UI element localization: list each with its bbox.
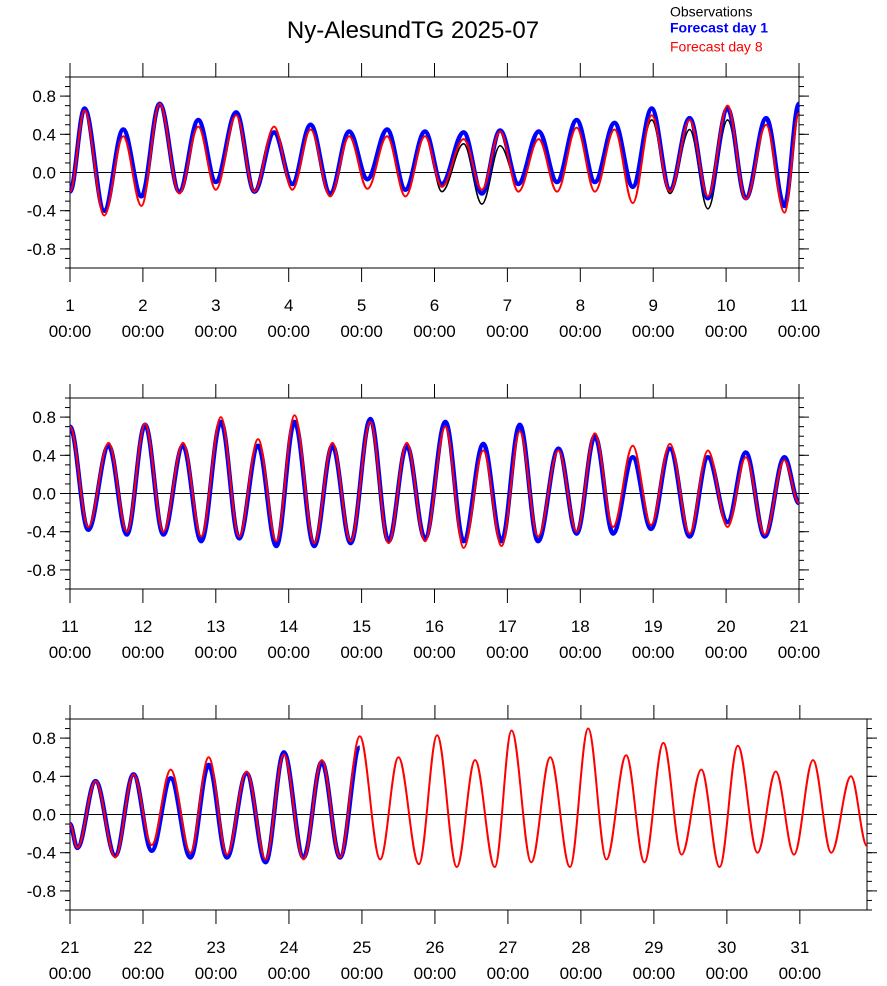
x-tick-label: 25 00:00 (341, 938, 384, 983)
x-tick-label: 28 00:00 (560, 938, 603, 983)
x-tick-label: 8 00:00 (559, 296, 602, 341)
x-tick-label: 1 00:00 (49, 296, 92, 341)
series-line (69, 102, 800, 217)
x-tick-label: 15 00:00 (340, 617, 383, 662)
y-tick-label: -0.4 (27, 844, 56, 863)
x-tick-label: 9 00:00 (632, 296, 675, 341)
x-tick-label: 31 00:00 (779, 938, 822, 983)
x-tick-label: 29 00:00 (633, 938, 676, 983)
legend-entry: Observations (670, 4, 752, 20)
x-tick-label: 11 00:00 (778, 296, 821, 341)
x-tick-label: 5 00:00 (340, 296, 383, 341)
x-tick-label: 30 00:00 (706, 938, 749, 983)
y-tick-label: -0.4 (27, 523, 56, 542)
x-tick-label: 19 00:00 (632, 617, 675, 662)
y-tick-label: -0.4 (27, 202, 56, 221)
y-tick-label: 0.4 (32, 446, 56, 465)
legend-entry: Forecast day 8 (670, 39, 763, 55)
x-tick-label: 21 00:00 (49, 938, 92, 983)
x-tick-label: 26 00:00 (414, 938, 457, 983)
series-line (67, 745, 362, 865)
series-line (69, 414, 800, 549)
y-tick-label: -0.8 (27, 240, 56, 259)
y-tick-label: 0.0 (32, 164, 56, 183)
x-tick-label: 10 00:00 (705, 296, 748, 341)
x-tick-label: 22 00:00 (122, 938, 165, 983)
y-tick-label: 0.4 (32, 767, 56, 786)
y-tick-label: 0.0 (32, 806, 56, 825)
x-tick-label: 3 00:00 (195, 296, 238, 341)
x-tick-label: 18 00:00 (559, 617, 602, 662)
x-tick-label: 7 00:00 (486, 296, 529, 341)
y-tick-label: 0.8 (32, 408, 56, 427)
x-tick-label: 17 00:00 (486, 617, 529, 662)
x-tick-label: 16 00:00 (413, 617, 456, 662)
x-tick-label: 21 00:00 (778, 617, 821, 662)
legend-entry: Forecast day 1 (670, 20, 768, 36)
x-tick-label: 6 00:00 (413, 296, 456, 341)
chart-title: Ny-AlesundTG 2025-07 (287, 17, 539, 44)
y-tick-label: -0.8 (27, 561, 56, 580)
y-tick-label: 0.8 (32, 87, 56, 106)
x-tick-label: 13 00:00 (195, 617, 238, 662)
series-line (69, 727, 868, 869)
y-tick-label: 0.8 (32, 729, 56, 748)
x-tick-label: 14 00:00 (267, 617, 310, 662)
y-tick-label: 0.4 (32, 125, 56, 144)
y-tick-label: -0.8 (27, 882, 56, 901)
x-tick-label: 27 00:00 (487, 938, 530, 983)
x-tick-label: 2 00:00 (122, 296, 165, 341)
x-tick-label: 11 00:00 (49, 617, 92, 662)
y-tick-label: 0.0 (32, 485, 56, 504)
x-tick-label: 24 00:00 (268, 938, 311, 983)
x-tick-label: 20 00:00 (705, 617, 748, 662)
x-tick-label: 23 00:00 (195, 938, 238, 983)
x-tick-label: 4 00:00 (267, 296, 310, 341)
x-tick-label: 12 00:00 (122, 617, 165, 662)
